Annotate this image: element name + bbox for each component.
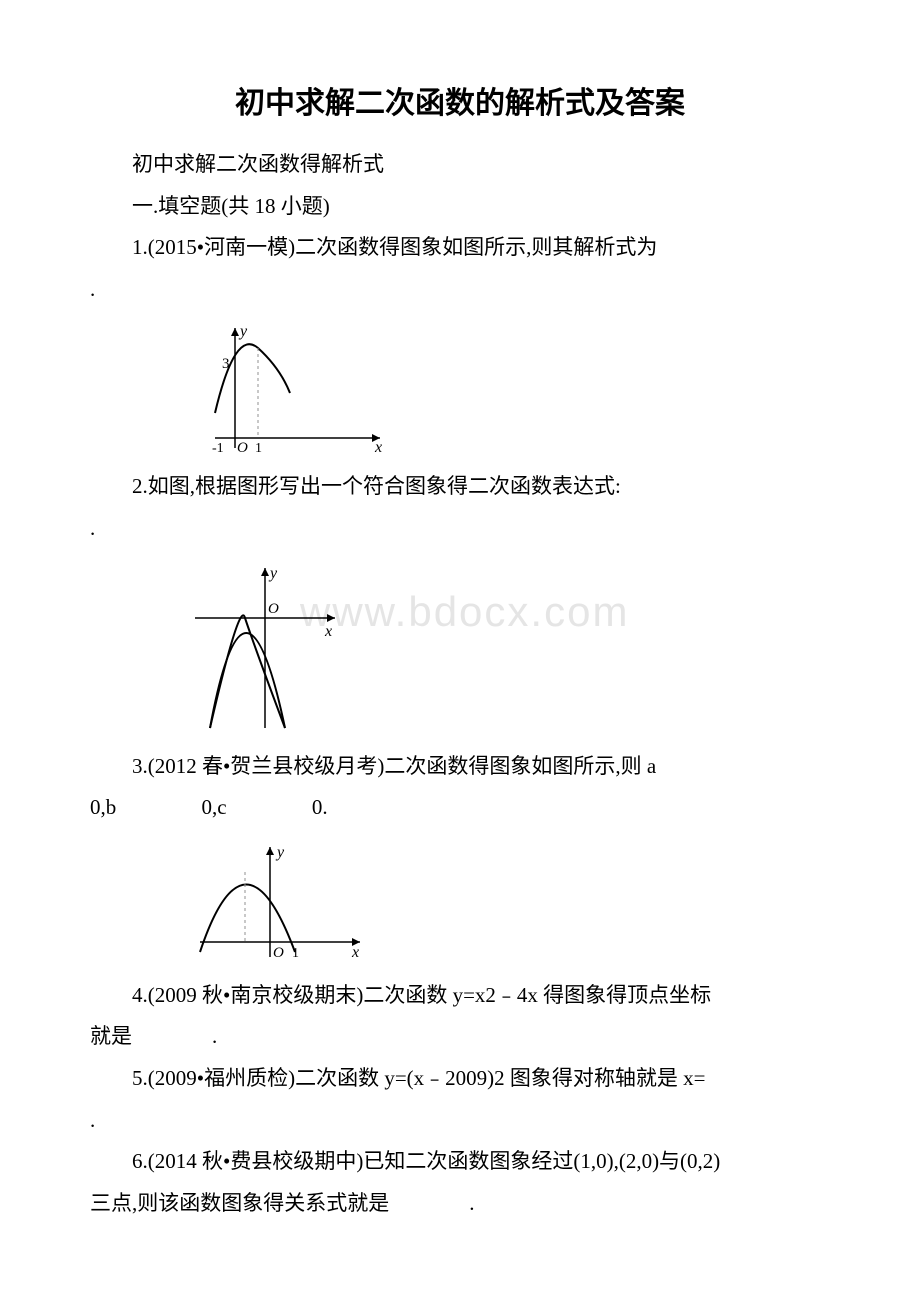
q2-ylabel: y bbox=[268, 565, 278, 582]
question-3-figure: y x O 1 bbox=[180, 837, 830, 967]
question-6-text: 6.(2014 秋•费县校级期中)已知二次函数图象经过(1,0),(2,0)与(… bbox=[90, 1145, 830, 1179]
q3-origin: O bbox=[273, 945, 284, 961]
q3-c: 0,c bbox=[202, 795, 227, 819]
q2-xlabel: x bbox=[324, 623, 332, 640]
q3-xlabel: x bbox=[351, 944, 359, 961]
q2-chart: y x O bbox=[180, 558, 350, 738]
q3-chart: y x O 1 bbox=[180, 837, 370, 967]
question-1-figure: 3 -1 O 1 y x bbox=[180, 318, 830, 458]
question-1-period: . bbox=[90, 273, 830, 307]
section-heading: 一.填空题(共 18 小题) bbox=[90, 190, 830, 224]
q3-b: 0,b bbox=[90, 795, 116, 819]
q3-ylabel: y bbox=[275, 844, 285, 861]
q1-xlabel: x bbox=[374, 439, 382, 456]
question-3-text: 3.(2012 春•贺兰县校级月考)二次函数得图象如图所示,则 a bbox=[90, 750, 830, 784]
question-2-text: 2.如图,根据图形写出一个符合图象得二次函数表达式: bbox=[90, 470, 830, 504]
question-5-text: 5.(2009•福州质检)二次函数 y=(x﹣2009)2 图象得对称轴就是 x… bbox=[90, 1062, 830, 1096]
sub-heading: 初中求解二次函数得解析式 bbox=[90, 148, 830, 182]
question-6-line2: 三点,则该函数图象得关系式就是. bbox=[90, 1187, 830, 1221]
page-title: 初中求解二次函数的解析式及答案 bbox=[90, 80, 830, 128]
q1-chart: 3 -1 O 1 y x bbox=[180, 318, 390, 458]
question-1-text: 1.(2015•河南一模)二次函数得图象如图所示,则其解析式为 bbox=[90, 231, 830, 265]
question-2-period: . bbox=[90, 512, 830, 546]
question-4-line2: 就是. bbox=[90, 1020, 830, 1054]
q1-tick-xpos: 1 bbox=[255, 441, 262, 456]
q1-ylabel: y bbox=[238, 323, 248, 340]
question-3-line2: 0,b 0,c 0. bbox=[90, 791, 830, 825]
q1-tick-y: 3 bbox=[222, 356, 230, 372]
q1-tick-xneg: -1 bbox=[212, 441, 224, 456]
q3-end: 0. bbox=[312, 795, 328, 819]
question-2-figure: www.bdocx.com y x O bbox=[180, 558, 830, 738]
q2-origin: O bbox=[268, 601, 279, 617]
q6-l2: 三点,则该函数图象得关系式就是 bbox=[90, 1191, 389, 1215]
q3-tick-x: 1 bbox=[292, 946, 299, 961]
q4-l2: 就是 bbox=[90, 1024, 132, 1048]
q6-period: . bbox=[469, 1191, 474, 1215]
question-4-text: 4.(2009 秋•南京校级期末)二次函数 y=x2﹣4x 得图象得顶点坐标 bbox=[90, 979, 830, 1013]
q1-origin: O bbox=[237, 440, 248, 456]
q4-period: . bbox=[212, 1024, 217, 1048]
question-5-period: . bbox=[90, 1104, 830, 1138]
